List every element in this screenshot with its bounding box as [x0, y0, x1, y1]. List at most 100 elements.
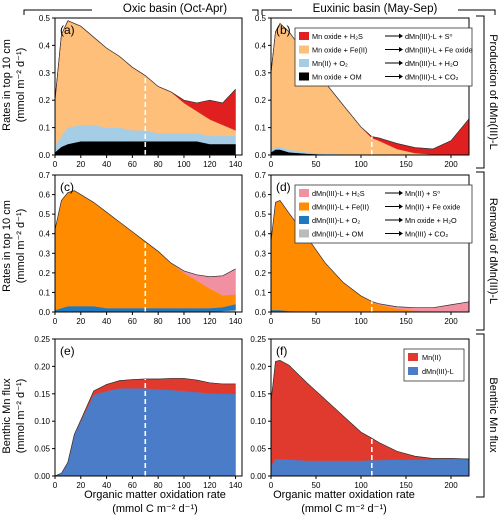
- legend-left-d-3: dMn(III)-L + OM: [312, 230, 363, 239]
- legend-arrow-head-a-3: [399, 74, 403, 79]
- header-left: Oxic basin (Oct-Apr): [123, 3, 227, 15]
- legend-swatch-a-1: [299, 45, 309, 54]
- y-tick-label-b-5: 0.5: [255, 14, 267, 23]
- row-label-removal: Removal of dMn(III)-L: [487, 198, 499, 304]
- y-tick-label-c-1: 0.1: [39, 288, 51, 297]
- y-tick-label-b-2: 0.2: [255, 96, 267, 105]
- panel-e: 0 20 40 60 80 100 120 140 0.00 0.05 0.10 0.15 0.20 0.…: [34, 335, 242, 490]
- x-tick-label-e-0: 0: [53, 481, 58, 490]
- x-tick-label-c-5: 100: [177, 317, 191, 326]
- plot-frame-d: [270, 174, 470, 313]
- legend-box-f: [403, 348, 465, 382]
- legend-swatch-d-3: [299, 229, 309, 238]
- x-tick-label-c-3: 60: [128, 317, 137, 326]
- legend-swatch-d-0: [299, 189, 309, 197]
- row-bracket-2: [476, 171, 485, 331]
- header-right: Euxinic basin (May-Sep): [313, 3, 438, 15]
- legend-swatch-d-1: [299, 202, 309, 211]
- legend-left-a-1: Mn oxide + Fe(II): [312, 46, 367, 55]
- y-title-row3-line2: (mmol m⁻² d⁻¹): [15, 379, 27, 454]
- plot-frame-e: [54, 338, 243, 477]
- y-tick-label-a-2: 0.2: [39, 96, 51, 105]
- plot-frame-a: [54, 17, 243, 156]
- x-tick-label-e-4: 80: [154, 481, 163, 490]
- y-tick-label-d-2: 0.2: [255, 269, 267, 278]
- y-title-row1-line2: (mmol m⁻² d⁻¹): [15, 48, 27, 123]
- x-tick-label-b-3: 150: [399, 160, 413, 169]
- legend-swatch-a-0: [299, 32, 309, 40]
- legend-a: Mn oxide + H₂S dMn(III)-L + S⁰ Mn oxide + …: [294, 27, 473, 87]
- plot-frame-c: [54, 174, 243, 313]
- row-bracket-1: [476, 15, 485, 169]
- legend-right-d-3: Mn(III) + CO₂: [405, 230, 448, 239]
- total-outline-f: [270, 359, 470, 460]
- total-outline-c: [54, 190, 236, 278]
- y-title-row3-line1: Benthic Mn flux: [1, 378, 13, 454]
- legend-swatch-f-0: [408, 353, 418, 361]
- y-title-row2-line2: (mmol m⁻² d⁻¹): [15, 209, 27, 284]
- x-tick-label-b-0: 0: [269, 160, 274, 169]
- y-tick-label-c-4: 0.4: [39, 230, 51, 239]
- x-tick-label-a-1: 20: [76, 160, 85, 169]
- y-tick-label-a-1: 0.1: [39, 124, 51, 133]
- legend-left-a-2: Mn(II) + O₂: [312, 59, 348, 68]
- y-tick-label-d-4: 0.4: [255, 230, 267, 239]
- legend-right-a-2: dMn(III)-L + H₂O: [405, 59, 459, 68]
- x-tick-label-e-3: 60: [128, 481, 137, 490]
- plot-frame-b: [270, 17, 470, 156]
- y-tick-label-c-7: 0.7: [39, 171, 51, 180]
- legend-right-a-3: dMn(III)-L + CO₂: [405, 73, 459, 82]
- y-tick-label-b-3: 0.3: [255, 69, 267, 78]
- total-outline-b: [270, 22, 470, 150]
- x-tick-label-a-3: 60: [128, 160, 137, 169]
- panel-a: 0 20 40 60 80 100 120 140 0.0 0.1 0.2 0.3 0.4 0.5 (a): [39, 14, 243, 169]
- x-tick-label-a-5: 100: [177, 160, 191, 169]
- x-tick-label-a-4: 80: [154, 160, 163, 169]
- area-f-dmn: [270, 458, 470, 477]
- y-tick-label-c-3: 0.3: [39, 249, 51, 258]
- y-tick-label-c-0: 0.0: [39, 308, 51, 317]
- legend-right-a-1: dMn(III)-L + Fe oxide: [405, 46, 473, 55]
- y-tick-label-c-5: 0.5: [39, 210, 51, 219]
- y-tick-label-c-2: 0.2: [39, 269, 51, 278]
- y-tick-label-b-1: 0.1: [255, 124, 267, 133]
- x-tick-label-c-0: 0: [53, 317, 58, 326]
- legend-right-d-1: Mn(II) + Fe oxide: [405, 203, 460, 212]
- chart-panels: 0 20 40 60 80 100 120 1400.00.10.20.30.40.5(a)0…: [34, 14, 472, 490]
- y-tick-label-e-0: 0.00: [34, 472, 50, 481]
- x-tick-label-c-1: 20: [76, 317, 85, 326]
- panel-c: 0 20 40 60 80 100 120 140 0.0 0.1 0.2 0.3 0.4 0.5 0.6 0…: [39, 171, 243, 326]
- x-tick-label-f-3: 150: [399, 481, 413, 490]
- panel-label-b: (b): [276, 23, 291, 37]
- y-tick-label-c-6: 0.6: [39, 191, 51, 200]
- legend-arrow-head-d-1: [399, 204, 403, 209]
- x-tick-label-d-1: 50: [312, 317, 321, 326]
- y-tick-label-f-0: 0.00: [250, 472, 266, 481]
- legend-box-a: [294, 27, 473, 87]
- legend-label-f-1: dMn(III)-L: [422, 367, 454, 376]
- y-tick-label-f-2: 0.10: [250, 417, 266, 426]
- panel-label-d: (d): [276, 180, 291, 194]
- x-tick-label-b-4: 200: [444, 160, 458, 169]
- y-tick-label-e-4: 0.20: [34, 362, 50, 371]
- x-tick-label-c-7: 140: [229, 317, 243, 326]
- x-tick-label-c-2: 40: [102, 317, 111, 326]
- legend-arrow-head-d-2: [399, 217, 403, 223]
- header-right-bracket: [261, 9, 496, 15]
- y-tick-label-e-5: 0.25: [34, 335, 50, 344]
- legend-d: dMn(III)-L + H₂S Mn(II) + S⁰ dMn(III)-L + …: [294, 184, 473, 244]
- y-tick-label-a-5: 0.5: [39, 14, 51, 23]
- panel-f: 0 50 100 150 200 0.00 0.05 0.10 0.15 0.20 0.25 (f): [250, 335, 470, 490]
- legend-swatch-a-3: [299, 72, 309, 81]
- legend-left-a-0: Mn oxide + H₂S: [312, 32, 363, 41]
- row-bracket-3: [476, 333, 485, 498]
- column-headers: Oxic basin (Oct-Apr) Euxinic basin (May-…: [23, 3, 496, 15]
- y-tick-label-f-5: 0.25: [250, 335, 266, 344]
- total-outline-e: [54, 378, 236, 477]
- y-tick-label-e-3: 0.15: [34, 390, 50, 399]
- row-label-production: Production of dMn(III)-L: [487, 34, 499, 150]
- x-title-right-line2: (mmol C m⁻² d⁻¹): [301, 503, 387, 515]
- y-tick-label-f-1: 0.05: [250, 445, 266, 454]
- x-tick-label-a-6: 120: [203, 160, 217, 169]
